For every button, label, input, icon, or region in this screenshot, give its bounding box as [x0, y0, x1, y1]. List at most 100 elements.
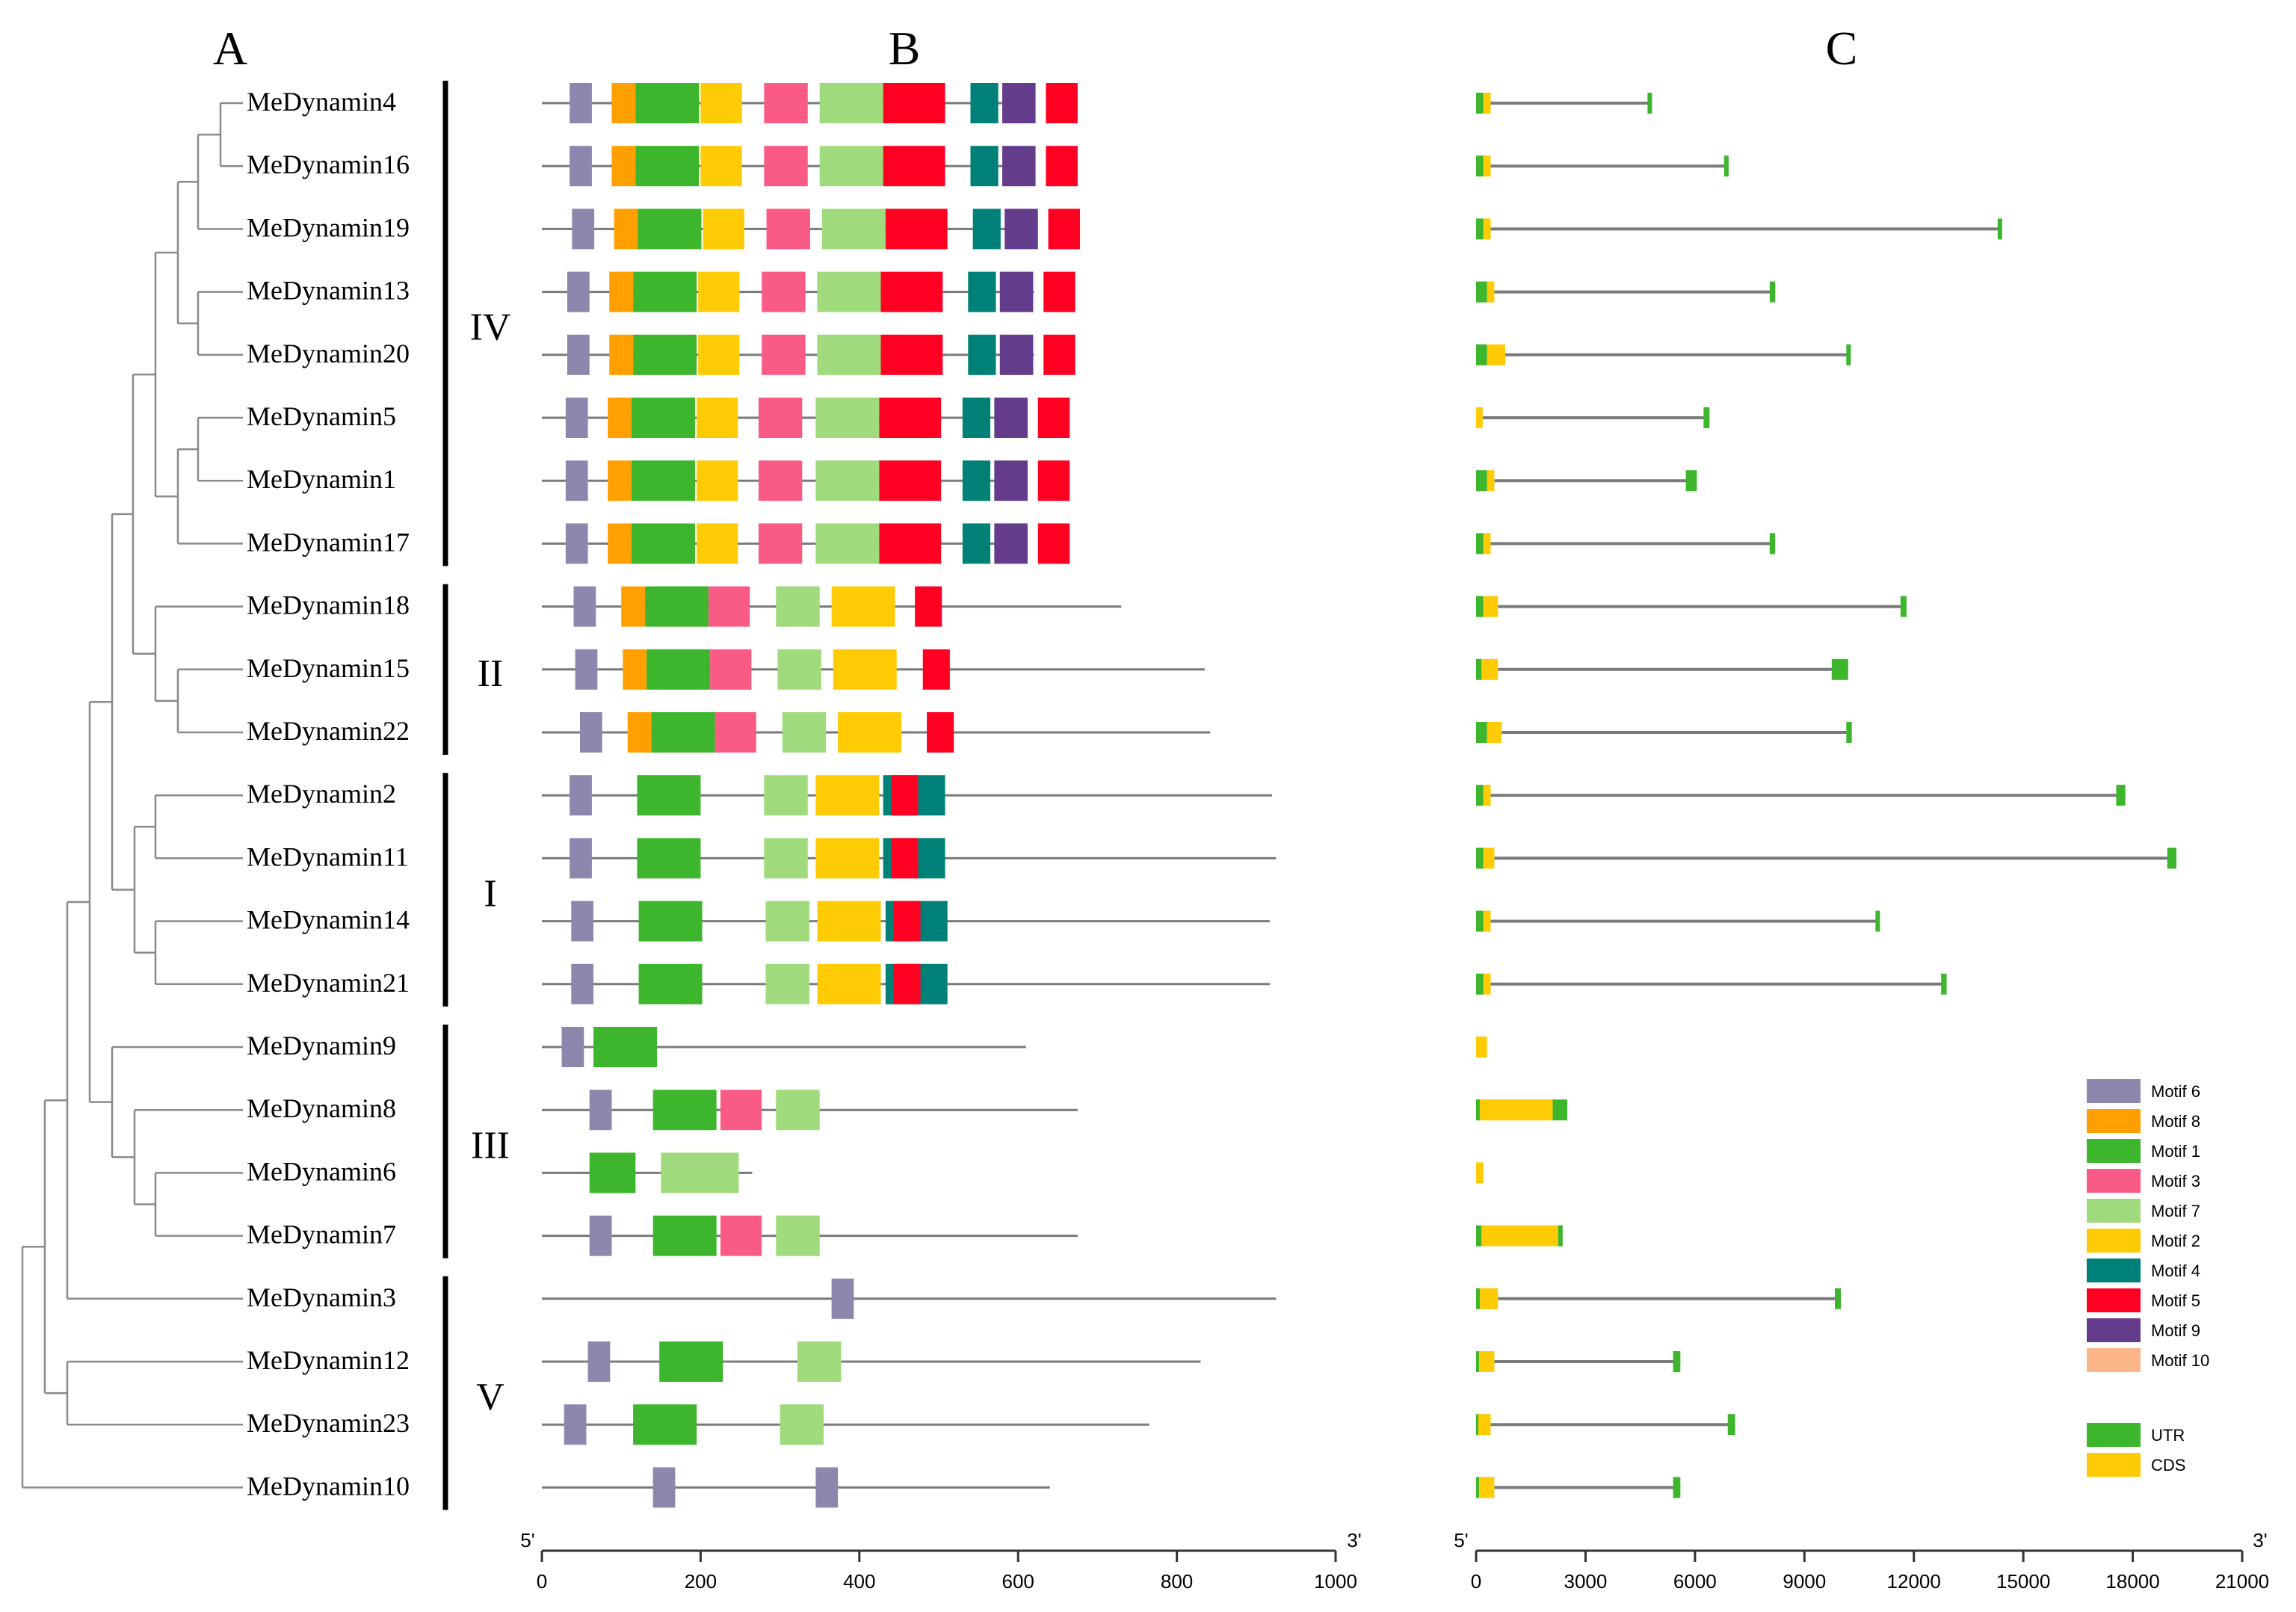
motif-box-2: [815, 838, 880, 879]
group-label: II: [478, 652, 504, 695]
utr-3-box: [2116, 785, 2126, 806]
gene-label: MeDynamin12: [247, 1345, 410, 1375]
gene-label: MeDynamin9: [247, 1031, 396, 1060]
motif-box-1: [652, 1215, 717, 1256]
utr-3-box: [2167, 847, 2176, 869]
utr-3-box: [1997, 218, 2002, 240]
legend-label: Motif 2: [2151, 1232, 2200, 1250]
gene-structure-panel: [1476, 93, 2176, 1498]
motif-box-7: [777, 649, 821, 690]
motif-box-9: [999, 334, 1034, 375]
cds-box: [1483, 973, 1491, 995]
axis-tick-label: 15000: [1996, 1570, 2050, 1593]
motif-box-9: [994, 523, 1028, 564]
motif-box-1: [633, 334, 697, 375]
legend-label: Motif 8: [2151, 1112, 2200, 1131]
utr-3-box: [1941, 973, 1947, 995]
motif-box-8: [608, 460, 632, 501]
motif-box-3: [762, 334, 806, 375]
motif-box-2: [817, 963, 881, 1004]
cds-box: [1479, 1288, 1499, 1309]
axis-tick-label: 3000: [1564, 1570, 1608, 1593]
motif-box-6: [831, 1278, 854, 1319]
motif-box-8: [623, 649, 647, 690]
motif-box-1: [638, 209, 702, 250]
cds-box: [1483, 785, 1491, 806]
utr-5-box: [1476, 847, 1484, 869]
gene-label: MeDynamin11: [247, 841, 409, 871]
motif-box-9: [1002, 146, 1036, 187]
axis-tick-label: 21000: [2215, 1570, 2269, 1593]
utr-3-box: [1769, 281, 1776, 303]
cds-box: [1483, 533, 1491, 555]
motif-panel: [542, 83, 1277, 1508]
motif-box-1: [632, 398, 695, 438]
gene-label: MeDynamin16: [247, 149, 410, 179]
legend-swatch: [2087, 1348, 2141, 1372]
motif-box-7: [764, 775, 808, 816]
motif-box-2: [703, 209, 744, 250]
axis-tick-label: 0: [1471, 1570, 1481, 1593]
axis-tick-label: 400: [843, 1570, 875, 1593]
legend-swatch: [2087, 1259, 2141, 1282]
motif-box-2: [817, 901, 881, 942]
motif-box-5: [1046, 146, 1078, 187]
utr-5-box: [1476, 596, 1484, 617]
gene-label: MeDynamin3: [247, 1282, 396, 1312]
cds-box: [1481, 1225, 1558, 1247]
motif-box-8: [611, 146, 636, 187]
motif-box-5: [1046, 83, 1078, 123]
cds-box: [1476, 1162, 1484, 1184]
motif-box-7: [797, 1341, 842, 1382]
motif-box-8: [611, 83, 636, 123]
motif-box-6: [572, 209, 595, 250]
motif-box-7: [782, 712, 827, 753]
axis-tick-label: 9000: [1783, 1570, 1826, 1593]
motif-box-1: [593, 1027, 657, 1067]
motif-box-5: [893, 963, 921, 1004]
cds-box: [1483, 155, 1491, 177]
legend-swatch: [2087, 1423, 2141, 1447]
group-label: I: [484, 873, 496, 915]
gene-label: MeDynamin13: [247, 276, 410, 306]
utr-3-box: [1703, 407, 1710, 428]
motif-box-5: [915, 586, 942, 627]
motif-box-6: [570, 83, 592, 123]
gene-label: MeDynamin21: [247, 968, 410, 998]
legend-swatch: [2087, 1079, 2141, 1103]
motif-box-6: [567, 271, 590, 312]
motif-box-2: [815, 775, 880, 816]
gene-label: MeDynamin8: [247, 1093, 396, 1123]
motif-box-1: [651, 712, 715, 753]
motif-box-2: [700, 83, 742, 123]
motif-box-2: [838, 712, 902, 753]
utr-3-box: [1552, 1099, 1567, 1121]
gene-name-list: MeDynamin4 MeDynamin16 MeDynamin19 MeDynami…: [247, 87, 410, 1501]
motif-box-1: [633, 271, 697, 312]
cds-box: [1478, 1414, 1491, 1436]
motif-box-8: [608, 523, 632, 564]
gene-label: MeDynamin18: [247, 590, 410, 620]
motif-box-1: [637, 775, 701, 816]
cds-box: [1478, 1351, 1495, 1372]
motif-box-9: [999, 271, 1034, 312]
motif-box-6: [567, 334, 590, 375]
axis-tick-label: 200: [685, 1570, 717, 1593]
motif-box-6: [570, 775, 592, 816]
panel-label-c: C: [1826, 22, 1858, 75]
cds-box: [1487, 344, 1506, 365]
motif-box-5: [1037, 523, 1070, 564]
motif-box-4: [970, 146, 999, 187]
group-label: V: [476, 1376, 504, 1418]
motif-box-7: [815, 523, 880, 564]
motif-box-4: [970, 83, 999, 123]
cds-box: [1476, 407, 1483, 428]
motif-box-6: [561, 1027, 584, 1067]
motif-box-5: [927, 712, 954, 753]
legend-label: Motif 6: [2151, 1082, 2200, 1101]
motif-box-4: [968, 334, 996, 375]
utr-3-box: [1727, 1414, 1735, 1436]
motif-box-2: [698, 334, 740, 375]
